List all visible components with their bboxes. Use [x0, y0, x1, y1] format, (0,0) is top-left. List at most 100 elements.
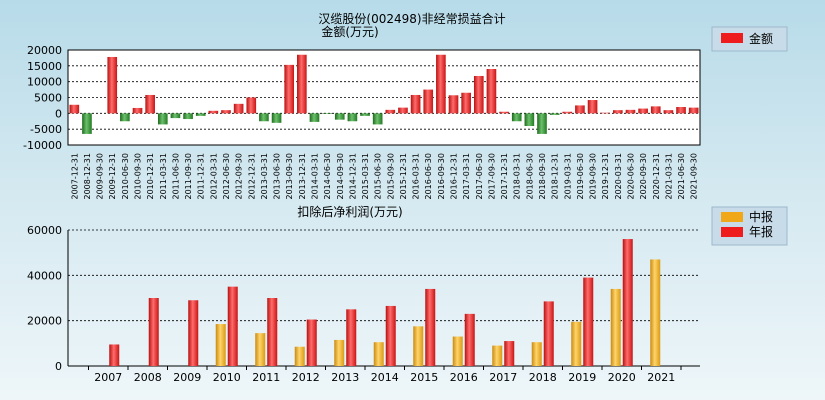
x-tick-label: 2020: [608, 371, 636, 384]
x-tick-label: 2016: [450, 371, 478, 384]
bar-annual-2015: [425, 288, 436, 366]
x-tick-label: 2012-12-31: [247, 153, 256, 200]
bar-2020-03-31: [613, 110, 623, 114]
x-tick-label: 2012-06-30: [222, 153, 231, 200]
legend-label-amount: 金额: [749, 31, 773, 46]
x-tick-label: 2014: [371, 371, 399, 384]
x-tick-label: 2007: [94, 371, 122, 384]
x-tick-label: 2015-03-31: [361, 153, 370, 200]
x-tick-label: 2013-12-31: [298, 153, 307, 200]
legend-label-interim: 中报: [749, 209, 773, 224]
x-tick-label: 2017-06-30: [475, 153, 484, 200]
bar-interim-2016: [452, 336, 463, 366]
x-tick-label: 2013: [331, 371, 359, 384]
x-tick-label: 2007-12-31: [70, 153, 79, 200]
bar-2017-09-30: [486, 69, 497, 114]
x-tick-label: 2012-03-31: [209, 153, 218, 200]
x-tick-label: 2020-09-30: [639, 153, 648, 200]
x-tick-label: 2020-06-30: [626, 153, 635, 200]
bar-annual-2018: [543, 301, 554, 366]
y-tick-label: 60000: [27, 224, 62, 237]
x-tick-label: 2008: [134, 371, 162, 384]
bar-2019-09-30: [587, 100, 598, 114]
bar-2021-03-31: [663, 110, 674, 114]
bar-2021-09-30: [688, 107, 699, 114]
x-tick-label: 2021: [647, 371, 675, 384]
y-tick-label: 40000: [27, 269, 62, 282]
x-tick-label: 2021-09-30: [690, 153, 699, 200]
bar-2016-06-30: [423, 89, 434, 114]
x-tick-label: 2009-12-31: [108, 153, 117, 200]
bar-2010-12-31: [145, 94, 155, 114]
bar-2009-12-31: [107, 56, 118, 114]
chart-title: 汉缆股份(002498)非经常损益合计: [318, 11, 505, 26]
bar-2008-12-31: [82, 113, 92, 134]
bar-interim-2012: [294, 346, 305, 366]
x-tick-label: 2016-06-30: [424, 153, 433, 200]
x-tick-label: 2011-12-31: [197, 153, 206, 200]
y-tick-label: 10000: [27, 76, 62, 89]
bar-2018-06-30: [524, 113, 535, 126]
legend-swatch-interim: [721, 212, 743, 222]
x-tick-label: 2020-12-31: [652, 153, 661, 200]
bar-2017-12-31: [499, 111, 509, 114]
x-tick-label: 2020-03-31: [614, 153, 623, 200]
x-tick-label: 2015-09-30: [386, 153, 395, 200]
bar-interim-2019: [571, 321, 582, 366]
bar-2015-06-30: [372, 113, 383, 125]
bar-2021-06-30: [676, 107, 686, 114]
bar-annual-2013: [346, 309, 357, 366]
bar-2010-06-30: [120, 113, 130, 122]
bar-2017-06-30: [473, 75, 484, 114]
y-tick-label: 20000: [27, 44, 62, 57]
bar-annual-2016: [464, 313, 475, 366]
bar-annual-2009: [188, 300, 199, 366]
x-tick-label: 2021-06-30: [677, 153, 686, 200]
bar-interim-2013: [334, 339, 345, 366]
bar-2018-12-31: [549, 113, 560, 115]
x-tick-label: 2011: [252, 371, 280, 384]
bar-2010-09-30: [132, 107, 143, 114]
x-tick-label: 2011-06-30: [171, 153, 180, 200]
x-tick-label: 2019-03-31: [563, 153, 572, 200]
bar-interim-2011: [255, 333, 266, 366]
bar-interim-2015: [413, 326, 424, 366]
bar-2017-03-31: [461, 92, 471, 114]
bar-2016-09-30: [436, 54, 446, 114]
legend-swatch-amount: [721, 33, 743, 43]
x-tick-label: 2014-09-30: [336, 153, 345, 200]
bar-interim-2017: [492, 345, 503, 366]
bar-2013-06-30: [271, 113, 282, 123]
x-tick-label: 2018-06-30: [525, 153, 534, 200]
bar-2013-12-31: [297, 54, 307, 114]
x-tick-label: 2014-03-31: [310, 153, 319, 200]
bar-2014-06-30: [322, 113, 332, 114]
bar-interim-2010: [215, 324, 226, 366]
x-tick-label: 2009: [173, 371, 201, 384]
x-tick-label: 2014-12-31: [348, 153, 357, 200]
y-tick-label: -10000: [23, 139, 62, 152]
y-tick-label: -5000: [30, 123, 62, 136]
x-tick-label: 2017: [489, 371, 517, 384]
chart-subtitle: 金额(万元): [321, 24, 378, 39]
x-tick-label: 2019: [568, 371, 596, 384]
bar-2013-03-31: [259, 113, 269, 122]
bar-2018-03-31: [511, 113, 522, 122]
bar-annual-2007: [109, 344, 120, 366]
bar-annual-2011: [267, 298, 278, 366]
x-tick-label: 2019-12-31: [601, 153, 610, 200]
legend-swatch-annual: [721, 227, 743, 237]
bar-2015-12-31: [398, 107, 408, 114]
x-tick-label: 2015-06-30: [374, 153, 383, 200]
x-tick-label: 2018: [529, 371, 557, 384]
y-tick-label: 20000: [27, 315, 62, 328]
bar-annual-2010: [227, 286, 238, 366]
x-tick-label: 2013-03-31: [260, 153, 269, 200]
bar-2020-12-31: [650, 106, 661, 114]
bar-2020-06-30: [625, 109, 636, 114]
bar-2019-06-30: [575, 105, 585, 114]
bar-interim-2021: [650, 259, 661, 366]
x-tick-label: 2016-03-31: [412, 153, 421, 200]
bar-2015-03-31: [360, 113, 370, 116]
bar-2016-03-31: [410, 94, 421, 114]
